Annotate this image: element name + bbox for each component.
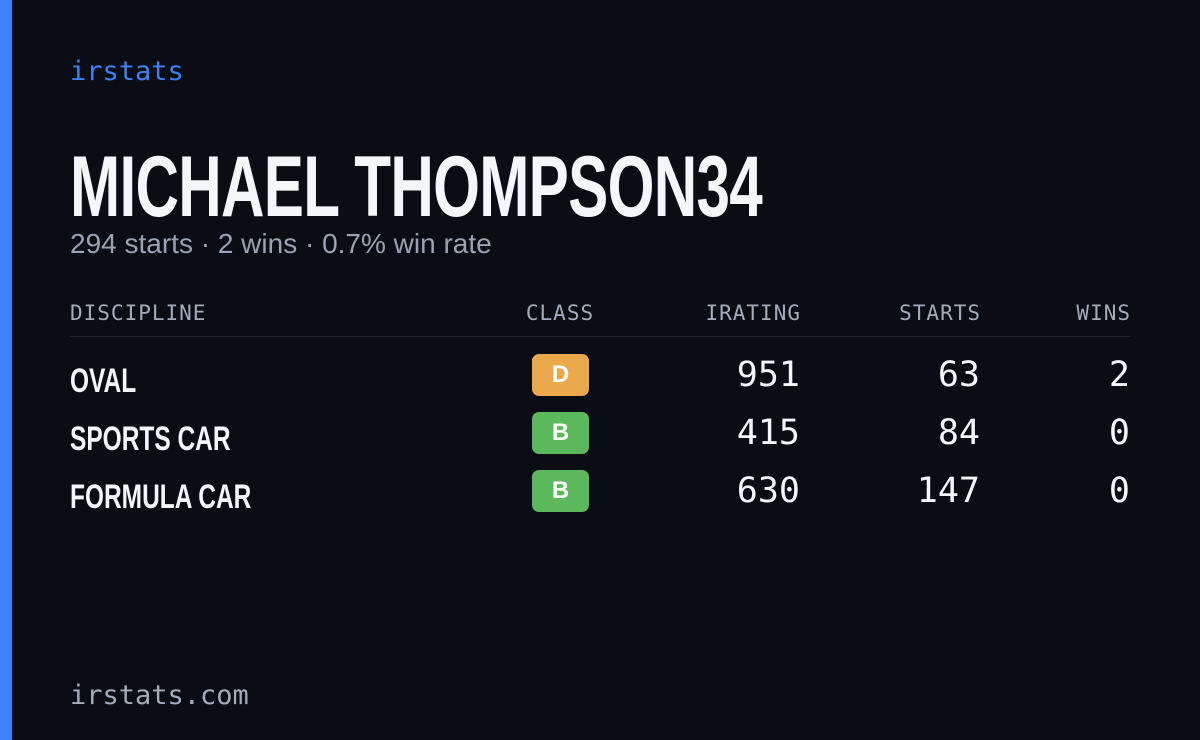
discipline: FORMULA CAR bbox=[70, 478, 252, 516]
brand: irstats bbox=[70, 56, 184, 87]
starts: 147 bbox=[916, 471, 980, 511]
discipline: SPORTS CAR bbox=[70, 420, 231, 458]
starts: 84 bbox=[937, 413, 980, 453]
irating: 415 bbox=[736, 413, 800, 453]
driver-summary: 294 starts · 2 wins · 0.7% win rate bbox=[70, 228, 492, 259]
column-header: DISCIPLINE bbox=[70, 301, 207, 325]
irating: 630 bbox=[736, 471, 800, 511]
class-badge: B bbox=[532, 470, 589, 512]
discipline: OVAL bbox=[70, 362, 137, 400]
wins: 0 bbox=[1108, 413, 1130, 453]
class-badge: D bbox=[532, 354, 589, 396]
accent-bar bbox=[0, 0, 12, 740]
wins: 0 bbox=[1108, 471, 1130, 511]
wins: 2 bbox=[1108, 355, 1130, 395]
footer: irstats.com bbox=[70, 680, 249, 711]
column-header: CLASS bbox=[525, 301, 595, 325]
column-header: WINS bbox=[1076, 301, 1131, 325]
column-header: IRATING bbox=[705, 301, 801, 325]
starts: 63 bbox=[937, 355, 980, 395]
driver-name: MICHAEL THOMPSON34 bbox=[70, 139, 763, 235]
irating: 951 bbox=[736, 355, 800, 395]
class-badge: B bbox=[532, 412, 589, 454]
header-rule bbox=[70, 336, 1131, 337]
column-header: STARTS bbox=[899, 301, 981, 325]
